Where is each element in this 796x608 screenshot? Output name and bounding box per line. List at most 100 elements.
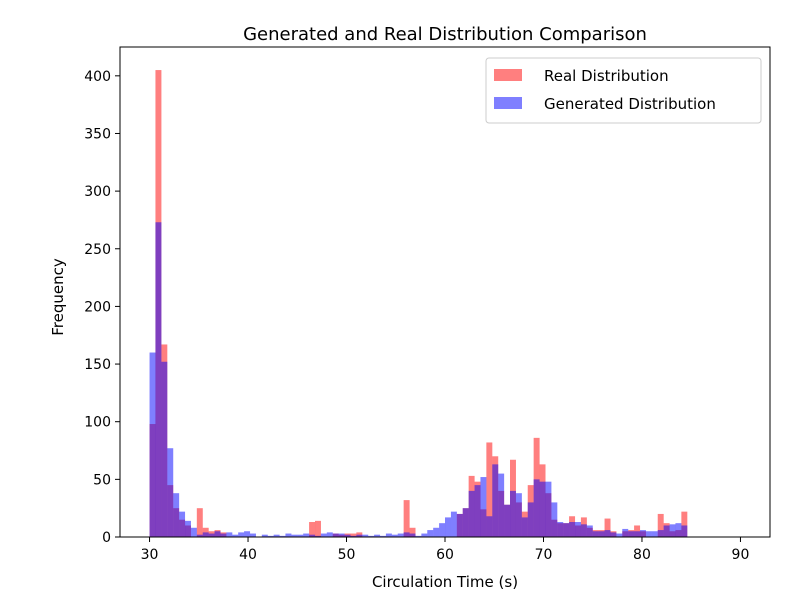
generated-bar xyxy=(427,530,434,537)
real-bar xyxy=(634,525,641,537)
generated-bar xyxy=(492,464,499,537)
generated-bar xyxy=(409,533,416,537)
real-bar xyxy=(681,511,688,537)
generated-bar xyxy=(681,525,688,537)
legend-label-real: Real Distribution xyxy=(544,67,669,85)
generated-bar xyxy=(362,534,369,537)
generated-bar xyxy=(380,535,386,537)
generated-bar xyxy=(326,532,333,537)
real-bar xyxy=(486,442,493,537)
generated-bar xyxy=(616,533,623,537)
generated-bar xyxy=(179,511,186,537)
legend-swatch-real xyxy=(494,69,522,81)
generated-bar xyxy=(232,534,239,537)
generated-bar xyxy=(332,533,339,537)
generated-bar xyxy=(350,535,357,537)
real-distribution-bars xyxy=(149,70,688,537)
real-bar xyxy=(657,513,664,537)
generated-bar xyxy=(575,522,581,537)
y-axis-label: Frequency xyxy=(49,258,67,336)
generated-bar xyxy=(610,532,617,537)
generated-bar xyxy=(391,534,398,537)
y-tick-label: 400 xyxy=(84,69,111,85)
generated-bar xyxy=(480,477,487,537)
x-axis: 30 40 50 60 70 80 90 xyxy=(141,537,750,563)
generated-bar xyxy=(344,534,351,537)
x-tick-label: 40 xyxy=(239,547,257,563)
generated-bar xyxy=(303,533,310,537)
chart-title: Generated and Real Distribution Comparis… xyxy=(243,24,647,45)
generated-bar xyxy=(539,481,546,537)
generated-bar xyxy=(663,525,670,537)
generated-bar xyxy=(196,534,203,537)
x-tick-label: 60 xyxy=(436,547,454,563)
generated-bar xyxy=(397,533,404,537)
generated-bar xyxy=(651,531,658,537)
generated-bar xyxy=(604,530,611,537)
generated-bar xyxy=(167,448,174,537)
generated-bar xyxy=(185,520,191,537)
generated-bar xyxy=(450,511,457,537)
generated-bar xyxy=(521,517,528,537)
x-tick-label: 80 xyxy=(633,547,651,563)
legend: Real Distribution Generated Distribution xyxy=(485,57,762,124)
generated-bar xyxy=(279,535,286,537)
generated-bar xyxy=(657,530,664,537)
generated-bar xyxy=(356,534,363,537)
generated-bar xyxy=(238,532,245,537)
generated-bar xyxy=(527,502,534,537)
generated-bar xyxy=(569,522,576,537)
generated-bar xyxy=(244,531,251,537)
generated-bar xyxy=(580,524,587,537)
generated-bar xyxy=(149,352,156,537)
x-tick-label: 50 xyxy=(338,547,356,563)
generated-bar xyxy=(190,527,197,537)
y-tick-label: 300 xyxy=(84,184,111,200)
generated-bar xyxy=(504,504,511,537)
generated-bar xyxy=(592,531,599,537)
generated-bar xyxy=(486,516,493,537)
y-tick-label: 100 xyxy=(84,415,111,431)
generated-bar xyxy=(510,490,516,537)
generated-bar xyxy=(645,531,652,537)
generated-bar xyxy=(563,523,570,537)
generated-bar xyxy=(551,502,558,537)
generated-bar xyxy=(220,533,227,537)
generated-bar xyxy=(433,527,440,537)
generated-bar xyxy=(439,523,446,537)
real-bar xyxy=(409,527,416,537)
generated-bar xyxy=(421,533,428,537)
generated-bar xyxy=(214,531,221,537)
real-bar xyxy=(309,522,316,537)
real-bar xyxy=(350,533,357,537)
generated-bar xyxy=(297,534,304,537)
generated-bar xyxy=(675,523,682,537)
generated-bar xyxy=(415,535,422,537)
x-tick-label: 70 xyxy=(535,547,553,563)
y-tick-label: 350 xyxy=(84,126,111,142)
generated-bar xyxy=(267,535,274,537)
generated-bar xyxy=(338,533,345,537)
generated-bar xyxy=(456,513,463,537)
generated-bar xyxy=(669,524,676,537)
generated-bar xyxy=(533,479,540,537)
x-axis-label: Circulation Time (s) xyxy=(372,573,518,591)
generated-bar xyxy=(474,485,481,537)
generated-bar xyxy=(291,534,298,537)
generated-bar xyxy=(309,534,316,537)
generated-bar xyxy=(374,534,381,537)
generated-bar xyxy=(634,531,641,537)
generated-bar xyxy=(261,534,268,537)
legend-label-generated: Generated Distribution xyxy=(544,95,716,113)
generated-bar xyxy=(557,522,564,537)
generated-bar xyxy=(161,361,168,537)
y-tick-label: 0 xyxy=(102,530,111,546)
generated-bar xyxy=(315,535,321,537)
generated-bar xyxy=(628,531,635,537)
generated-distribution-bars xyxy=(149,222,688,537)
x-tick-label: 30 xyxy=(141,547,159,563)
generated-bar xyxy=(226,532,233,537)
generated-bar xyxy=(586,525,593,537)
x-tick-label: 90 xyxy=(732,547,750,563)
